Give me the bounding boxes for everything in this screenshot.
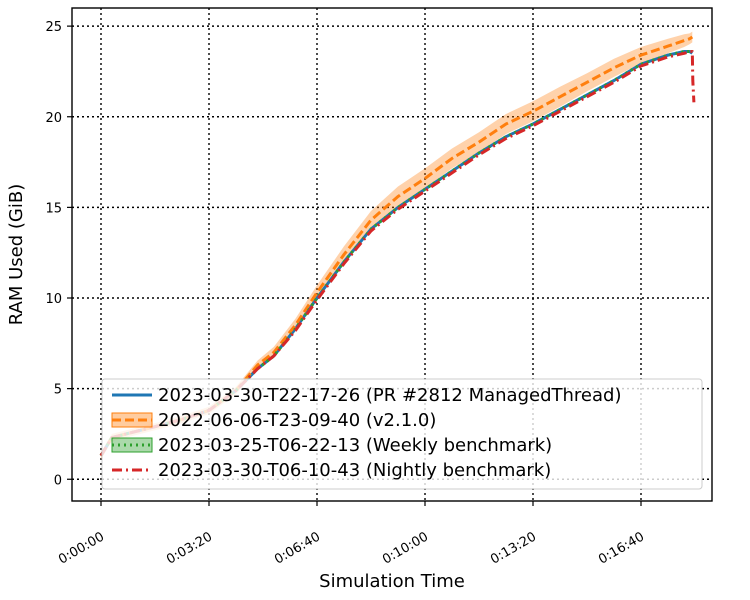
series-line-1 bbox=[99, 35, 694, 457]
plot-frame bbox=[71, 7, 713, 502]
x-ticks: 0:00:00 0:03:20 0:06:40 0:10:00 0:13:20 0:16:… bbox=[56, 501, 647, 568]
x-tick-label: 0:06:40 bbox=[272, 529, 323, 567]
y-tick-label: 20 bbox=[45, 111, 62, 126]
y-tick-label: 25 bbox=[45, 20, 62, 35]
y-tick-label: 5 bbox=[54, 383, 62, 398]
legend: 2023-03-30-T22-17-26 (PR #2812 ManagedTh… bbox=[101, 378, 703, 490]
x-tick-label: 0:16:40 bbox=[596, 529, 647, 567]
legend-label: 2022-06-06-T23-09-40 (v2.1.0) bbox=[158, 410, 436, 431]
legend-entry: 2022-06-06-T23-09-40 (v2.1.0) bbox=[111, 410, 436, 431]
legend-entry: 2023-03-25-T06-22-13 (Weekly benchmark) bbox=[111, 435, 552, 456]
x-axis-label: Simulation Time bbox=[319, 571, 465, 592]
legend-label: 2023-03-30-T22-17-26 (PR #2812 ManagedTh… bbox=[158, 385, 621, 406]
x-tick-label: 0:03:20 bbox=[164, 529, 215, 567]
y-axis-label: RAM Used (GiB) bbox=[6, 184, 27, 325]
y-tick-label: 10 bbox=[45, 292, 62, 307]
x-tick-label: 0:13:20 bbox=[488, 529, 539, 567]
y-ticks: 0 5 10 15 20 25 bbox=[45, 20, 72, 488]
y-tick-label: 15 bbox=[45, 201, 62, 216]
legend-box bbox=[101, 378, 703, 490]
legend-label: 2023-03-25-T06-22-13 (Weekly benchmark) bbox=[158, 435, 552, 456]
x-tick-label: 0:10:00 bbox=[380, 529, 431, 567]
legend-entry: 2023-03-30-T22-17-26 (PR #2812 ManagedTh… bbox=[112, 385, 621, 406]
y-tick-label: 0 bbox=[54, 473, 62, 488]
legend-label: 2023-03-30-T06-10-43 (Nightly benchmark) bbox=[158, 460, 551, 481]
x-tick-label: 0:00:00 bbox=[56, 529, 107, 567]
legend-entry: 2023-03-30-T06-10-43 (Nightly benchmark) bbox=[112, 460, 551, 481]
